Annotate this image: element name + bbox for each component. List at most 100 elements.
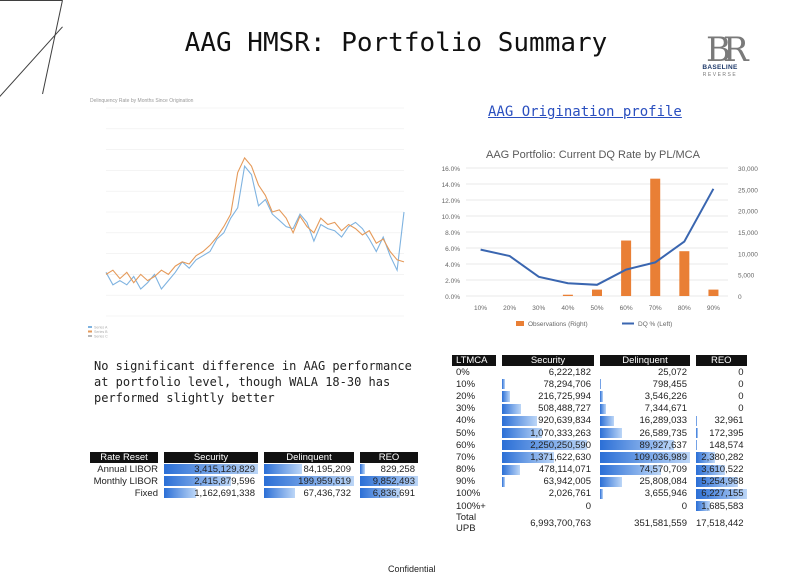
ltmca-row: 100%+ 0 0 1,685,583 — [452, 500, 747, 512]
rate-reset-table: Rate Reset Security Delinquent REO Annua… — [90, 452, 418, 499]
ltmca-total-row: Total UPB 6,993,700,763 351,581,559 17,518,… — [452, 512, 747, 534]
ltmca-cell-value: 3,546,226 — [644, 390, 687, 402]
ltmca-cell: 89,927,637 — [600, 439, 690, 451]
ltmca-cell: 7,344,671 — [600, 403, 690, 415]
ltmca-row: 0% 6,222,182 25,072 0 — [452, 366, 747, 378]
x-tick-label: 60% — [620, 305, 633, 312]
ltmca-cell-value: 1,685,583 — [701, 500, 744, 512]
rate-data-bar — [164, 488, 196, 498]
ltmca-cell-value: 32,961 — [714, 415, 744, 427]
ltmca-cell-value: 0 — [681, 500, 687, 512]
ltmca-data-bar — [600, 440, 674, 451]
ltmca-table: LTMCA Security Delinquent REO 0% 6,222,18… — [452, 355, 747, 534]
ltmca-row-label: 20% — [456, 390, 476, 402]
y-left-tick: 14.0% — [442, 182, 461, 189]
ltmca-cell: 32,961 — [696, 415, 747, 427]
x-tick-label: 90% — [707, 305, 720, 312]
ltmca-data-bar — [696, 488, 747, 500]
ltmca-cell-value: 1,371,622,630 — [530, 451, 591, 463]
dq-rate-chart: AAG Portfolio: Current DQ Rate by PL/MCA… — [442, 149, 759, 328]
rate-data-bar — [360, 488, 401, 498]
rate-cell: 199,959,619 — [264, 475, 354, 487]
ltmca-cell-value: 3,655,946 — [644, 488, 687, 500]
ltmca-cell-value: 2,250,250,590 — [530, 439, 591, 451]
y-left-tick: 2.0% — [445, 278, 460, 285]
legend-label-dq: DQ % (Left) — [638, 321, 672, 328]
confidential-label: Confidential — [388, 564, 436, 574]
ltmca-data-bar — [600, 415, 614, 426]
logo-name: BASELINE — [702, 64, 738, 71]
x-tick-label: 40% — [561, 305, 574, 312]
observation-bar — [621, 240, 632, 296]
rate-cell: 1,162,691,338 — [164, 487, 258, 499]
ltmca-total-value: 17,518,442 — [696, 517, 744, 529]
ltmca-cell: 109,036,989 — [600, 451, 690, 463]
rate-row-label: Monthly LIBOR — [93, 475, 158, 487]
ltmca-cell: 25,808,084 — [600, 476, 690, 488]
rate-cell: 84,195,209 — [264, 463, 354, 475]
observation-bar — [592, 289, 602, 296]
ltmca-row: 90% 63,942,005 25,808,084 5,254,968 — [452, 476, 747, 488]
rate-cell: 9,852,493 — [360, 475, 418, 487]
y-right-tick: 5,000 — [738, 273, 755, 280]
ltmca-cell: 478,114,071 — [502, 464, 594, 476]
ltmca-data-bar — [600, 379, 601, 390]
ltmca-data-bar — [600, 464, 662, 475]
rate-cell-value: 2,415,879,596 — [194, 475, 255, 487]
ltmca-row: 100% 2,026,761 3,655,946 6,227,155 — [452, 488, 747, 500]
y-left-tick: 4.0% — [445, 262, 460, 269]
ltmca-row: 40% 920,639,834 16,289,033 32,961 — [452, 415, 747, 427]
ltmca-cell-value: 26,589,735 — [639, 427, 687, 439]
ltmca-row-label: 70% — [456, 451, 476, 463]
dq-rate-line — [480, 188, 715, 286]
ltmca-cell-value: 478,114,071 — [538, 464, 591, 476]
rate-cell-value: 829,258 — [380, 463, 415, 475]
ltmca-row: 50% 1,070,333,263 26,589,735 172,395 — [452, 427, 747, 439]
y-left-tick: 12.0% — [442, 198, 461, 205]
rate-row: Annual LIBOR 3,415,129,829 84,195,209 829,2… — [90, 463, 418, 475]
ltmca-cell: 74,570,709 — [600, 464, 690, 476]
left-legend-label: Series B — [94, 330, 108, 334]
ltmca-cell: 0 — [600, 500, 690, 512]
rate-cell-value: 9,852,493 — [372, 475, 415, 487]
rate-cell-value: 3,415,129,829 — [194, 463, 255, 475]
rate-data-bar — [264, 488, 295, 498]
ltmca-table-header: LTMCA Security Delinquent REO — [452, 355, 747, 366]
y-right-tick: 15,000 — [738, 230, 758, 237]
rate-col-security: Security — [164, 452, 258, 463]
x-tick-label: 80% — [678, 305, 691, 312]
left-line-chart: Delinquency Rate by Months Since Origina… — [88, 98, 405, 339]
ltmca-cell-value: 6,222,182 — [548, 366, 591, 378]
ltmca-cell-value: 5,254,968 — [701, 476, 744, 488]
ltmca-cell-value: 0 — [738, 403, 744, 415]
ltmca-cell: 798,455 — [600, 378, 690, 390]
ltmca-cell: 172,395 — [696, 427, 747, 439]
ltmca-cell-value: 2,026,761 — [548, 488, 591, 500]
baseline-logo: BR BASELINE REVERSE — [698, 30, 758, 80]
y-right-tick: 30,000 — [738, 166, 758, 173]
ltmca-data-bar — [502, 440, 587, 451]
ltmca-col-label: LTMCA — [452, 355, 496, 366]
ltmca-cell: 5,254,968 — [696, 476, 747, 488]
ltmca-data-bar — [696, 476, 739, 487]
ltmca-data-bar — [502, 476, 505, 487]
ltmca-cell: 508,488,727 — [502, 403, 594, 415]
right-chart-title: AAG Portfolio: Current DQ Rate by PL/MCA — [486, 149, 701, 161]
y-right-tick: 20,000 — [738, 209, 758, 216]
ltmca-row-label: 60% — [456, 439, 476, 451]
ltmca-cell-value: 148,574 — [709, 439, 744, 451]
ltmca-row-label: 100% — [456, 488, 481, 500]
left-series-line-0 — [105, 164, 405, 291]
ltmca-data-bar — [502, 415, 537, 426]
origination-profile-link[interactable]: AAG Origination profile — [488, 104, 682, 120]
left-legend-label: Series A — [94, 326, 108, 330]
rate-cell: 829,258 — [360, 463, 418, 475]
rate-cell-value: 1,162,691,338 — [194, 487, 255, 499]
rate-data-bar — [360, 464, 366, 474]
ltmca-cell: 3,655,946 — [600, 488, 690, 500]
ltmca-cell: 63,942,005 — [502, 476, 594, 488]
ltmca-cell-value: 109,036,989 — [634, 451, 687, 463]
left-series-line-1 — [105, 156, 405, 284]
ltmca-cell-value: 798,455 — [652, 378, 687, 390]
ltmca-row: 30% 508,488,727 7,344,671 0 — [452, 403, 747, 415]
